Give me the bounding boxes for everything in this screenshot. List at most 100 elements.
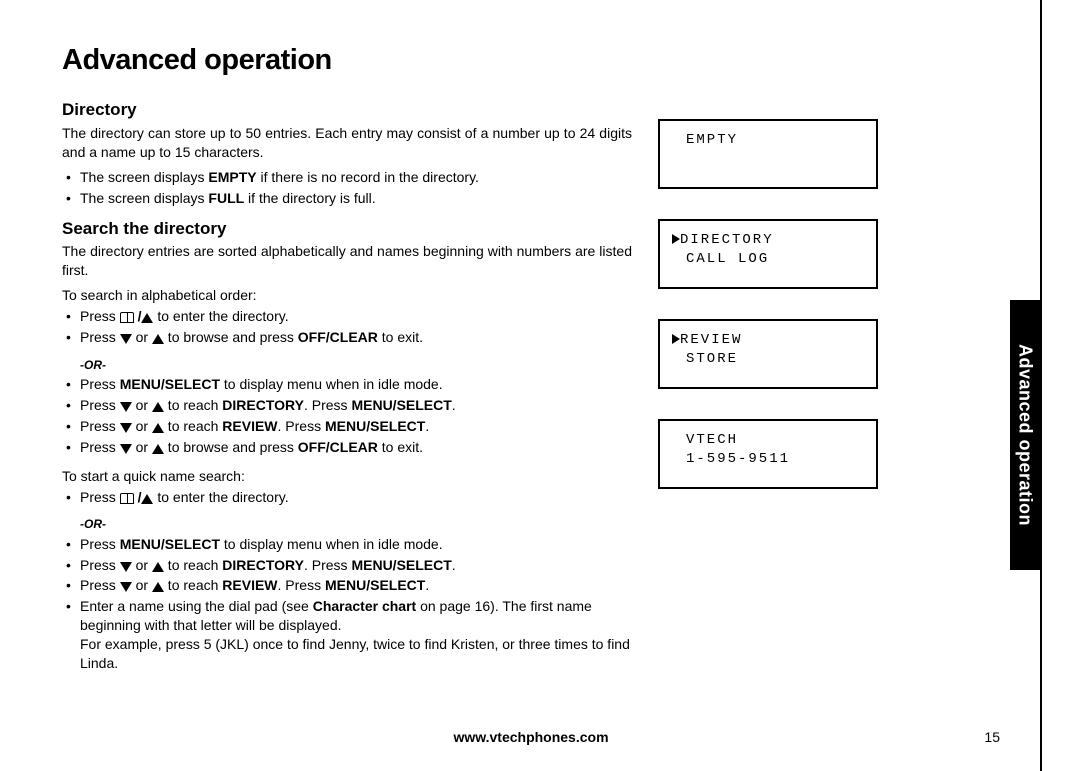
lcd-screen-review: REVIEW STORE xyxy=(658,319,878,389)
text: Press xyxy=(80,308,120,324)
text: . xyxy=(452,557,456,573)
bold: DIRECTORY xyxy=(222,397,304,413)
text: . xyxy=(452,397,456,413)
page-title: Advanced operation xyxy=(62,44,1020,77)
text: DIRECTORY xyxy=(680,232,774,248)
text: Press xyxy=(80,397,120,413)
text: if there is no record in the directory. xyxy=(257,169,479,185)
text: Press xyxy=(80,376,120,392)
text: to exit. xyxy=(378,329,423,345)
lcd-line: 1-595-9511 xyxy=(672,450,864,469)
down-arrow-icon xyxy=(120,562,132,572)
bullet-item: Enter a name using the dial pad (see Cha… xyxy=(62,597,632,673)
alpha-search-steps: Press / to enter the directory. Press or… xyxy=(62,307,632,347)
book-icon xyxy=(120,493,134,504)
bold: OFF/CLEAR xyxy=(298,329,378,345)
down-arrow-icon xyxy=(120,334,132,344)
directory-bullets: The screen displays EMPTY if there is no… xyxy=(62,168,632,208)
content-columns: Directory The directory can store up to … xyxy=(62,99,1020,683)
vertical-rule xyxy=(1040,0,1042,771)
quick-search-steps-alt: Press MENU/SELECT to display menu when i… xyxy=(62,535,632,673)
text: Press xyxy=(80,557,120,573)
bullet-item: The screen displays EMPTY if there is no… xyxy=(62,168,632,187)
bold: Character chart xyxy=(313,598,417,614)
text: The screen displays xyxy=(80,169,208,185)
up-arrow-icon xyxy=(152,582,164,592)
page-footer: www.vtechphones.com 15 xyxy=(62,729,1000,745)
text: to display menu when in idle mode. xyxy=(220,376,443,392)
bold: MENU/SELECT xyxy=(325,418,425,434)
lcd-screen-directory: DIRECTORY CALL LOG xyxy=(658,219,878,289)
bold: EMPTY xyxy=(208,169,256,185)
down-arrow-icon xyxy=(120,402,132,412)
up-arrow-icon xyxy=(152,444,164,454)
text: . xyxy=(425,577,429,593)
text: to reach xyxy=(164,397,222,413)
bullet-item: Press / to enter the directory. xyxy=(62,307,632,326)
page-number: 15 xyxy=(984,729,1000,745)
text: to exit. xyxy=(378,439,423,455)
example-text: For example, press 5 (JKL) once to find … xyxy=(80,635,632,673)
text: . Press xyxy=(278,418,325,434)
text: to reach xyxy=(164,418,222,434)
bullet-item: The screen displays FULL if the director… xyxy=(62,189,632,208)
text: or xyxy=(132,557,152,573)
alpha-search-steps-alt: Press MENU/SELECT to display menu when i… xyxy=(62,375,632,457)
text: REVIEW xyxy=(680,332,742,348)
text: . Press xyxy=(304,557,351,573)
bold: FULL xyxy=(208,190,244,206)
right-arrow-icon xyxy=(672,334,680,344)
bullet-item: Press / to enter the directory. xyxy=(62,488,632,507)
bold: MENU/SELECT xyxy=(120,536,220,552)
lcd-line: CALL LOG xyxy=(672,250,864,269)
up-arrow-icon xyxy=(141,494,153,504)
up-arrow-icon xyxy=(152,402,164,412)
lcd-line: EMPTY xyxy=(672,131,864,150)
bold: REVIEW xyxy=(222,577,277,593)
bullet-item: Press or to reach REVIEW. Press MENU/SEL… xyxy=(62,576,632,595)
text: to display menu when in idle mode. xyxy=(220,536,443,552)
directory-intro: The directory can store up to 50 entries… xyxy=(62,124,632,162)
bold: MENU/SELECT xyxy=(351,397,451,413)
search-intro: The directory entries are sorted alphabe… xyxy=(62,242,632,280)
or-divider: -OR- xyxy=(62,357,632,373)
lcd-line: DIRECTORY xyxy=(672,231,864,250)
bullet-item: Press or to reach REVIEW. Press MENU/SEL… xyxy=(62,417,632,436)
screens-column: EMPTY DIRECTORY CALL LOG REVIEW STORE VT… xyxy=(658,99,878,683)
text: Press xyxy=(80,329,120,345)
text: to reach xyxy=(164,577,222,593)
text: Press xyxy=(80,577,120,593)
lead-text: To start a quick name search: xyxy=(62,467,632,486)
down-arrow-icon xyxy=(120,423,132,433)
footer-url: www.vtechphones.com xyxy=(453,729,608,745)
lead-text: To search in alphabetical order: xyxy=(62,286,632,305)
text: or xyxy=(132,397,152,413)
text: or xyxy=(132,329,152,345)
bullet-item: Press or to browse and press OFF/CLEAR t… xyxy=(62,438,632,457)
text-column: Directory The directory can store up to … xyxy=(62,99,632,683)
text: or xyxy=(132,439,152,455)
lcd-line: STORE xyxy=(672,350,864,369)
bullet-item: Press or to browse and press OFF/CLEAR t… xyxy=(62,328,632,347)
right-arrow-icon xyxy=(672,234,680,244)
text: Press xyxy=(80,439,120,455)
text: . Press xyxy=(278,577,325,593)
text: to browse and press xyxy=(164,329,298,345)
up-arrow-icon xyxy=(141,313,153,323)
section-tab: Advanced operation xyxy=(1010,300,1040,570)
bold: MENU/SELECT xyxy=(351,557,451,573)
manual-page: Advanced operation Advanced operation Di… xyxy=(0,0,1080,771)
text: . Press xyxy=(304,397,351,413)
text: or xyxy=(132,418,152,434)
bullet-item: Press or to reach DIRECTORY. Press MENU/… xyxy=(62,396,632,415)
bold: MENU/SELECT xyxy=(325,577,425,593)
lcd-screen-empty: EMPTY xyxy=(658,119,878,189)
text: The screen displays xyxy=(80,190,208,206)
bold: REVIEW xyxy=(222,418,277,434)
text: or xyxy=(132,577,152,593)
text: Enter a name using the dial pad (see xyxy=(80,598,313,614)
book-icon xyxy=(120,312,134,323)
lcd-line: REVIEW xyxy=(672,331,864,350)
text: Press xyxy=(80,418,120,434)
text: . xyxy=(425,418,429,434)
